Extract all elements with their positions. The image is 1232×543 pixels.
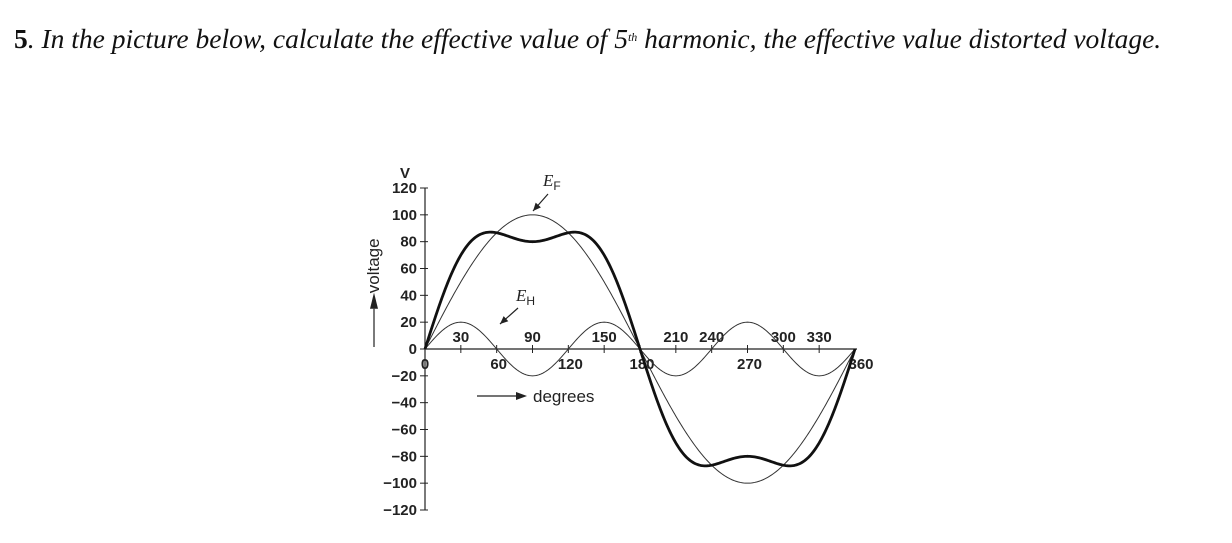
x-axis-title-arrow-head [516,392,527,400]
x-tick-label: 30 [452,329,469,346]
y-tick-label: 40 [400,287,417,304]
x-tick-label: 180 [629,356,654,373]
y-tick-label: −20 [392,368,417,385]
x-tick-label: 90 [524,329,541,346]
question-superscript: th [627,30,638,44]
x-axis-title: degrees [533,387,594,406]
y-tick-label: 20 [400,314,417,331]
x-tick-label: 300 [771,329,796,346]
eh-series-label: EH [515,286,535,308]
x-tick-label: 60 [490,356,507,373]
y-tick-label: −40 [392,395,417,412]
y-unit-label: V [400,165,410,182]
eh-series-arrow-head [500,316,509,324]
y-tick-label: −100 [383,475,417,492]
y-tick-label: 80 [400,234,417,251]
x-tick-label: 120 [558,356,583,373]
y-axis-title-arrow-head [370,292,378,309]
y-tick-label: 120 [392,180,417,197]
y-tick-label: 100 [392,207,417,224]
y-tick-label: −80 [392,448,417,465]
question-number: 5 [14,23,28,54]
x-tick-label: 360 [848,356,873,373]
distorted-wave-line [423,230,857,468]
y-tick-label: −60 [392,422,417,439]
question-text: 5. In the picture below, calculate the e… [14,22,1228,56]
question-body-start: . In the picture below, calculate the ef… [27,23,628,54]
question-body-end: harmonic, the effective value distorted … [637,23,1162,54]
x-tick-label: 150 [592,329,617,346]
ef-series-arrow-head [533,202,541,211]
x-tick-label: 330 [807,329,832,346]
waveform-figure: 120 100 80 60 40 20 0 −20 −40 −60 −80 −100 −120 V 30 90… [355,155,885,525]
y-tick-label: 60 [400,261,417,278]
y-axis-title: voltage [364,238,383,293]
ef-series-label: EF [542,171,561,193]
x-tick-label: 240 [699,329,724,346]
x-tick-label: 0 [421,356,429,373]
x-tick-label: 210 [663,329,688,346]
y-tick-label: −120 [383,502,417,519]
x-tick-label: 270 [737,356,762,373]
y-tick-label: 0 [409,341,417,358]
